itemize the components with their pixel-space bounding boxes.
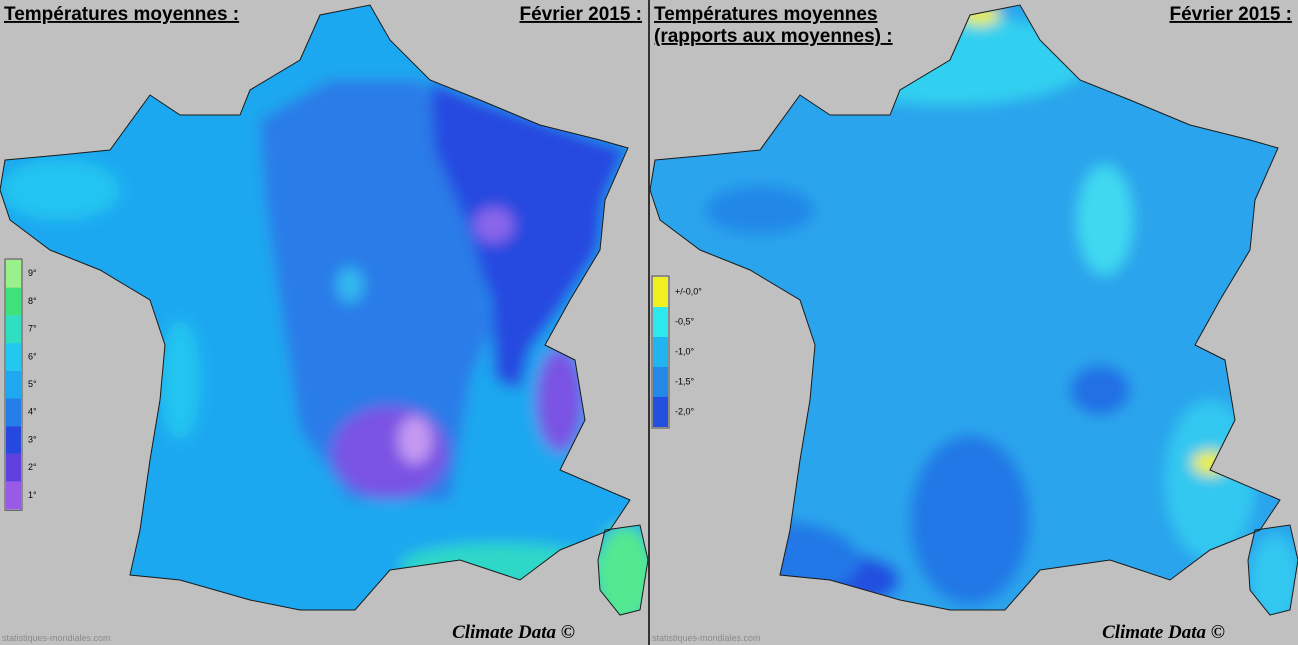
temperature-zone: [1077, 165, 1133, 275]
legend-frame: [4, 258, 23, 511]
legend-swatch: [6, 343, 21, 371]
legend-label: 9°: [28, 268, 37, 278]
legend-swatch: [6, 398, 21, 427]
temperature-zone: [1070, 365, 1130, 415]
temperature-zone: [398, 416, 432, 464]
temperature-zone: [705, 185, 815, 235]
legend-label: 4°: [28, 407, 37, 417]
temperature-zone: [160, 320, 200, 440]
legend-swatch: [6, 287, 21, 316]
legend-swatch: [6, 260, 21, 288]
legend-swatch: [6, 453, 21, 482]
legend-swatch: [6, 426, 21, 454]
legend-swatch: [6, 315, 21, 344]
legend-label: +/-0,0°: [675, 286, 702, 296]
legend-swatch: [653, 397, 668, 427]
map-date: Février 2015 :: [519, 4, 642, 25]
map-title: (rapports aux moyennes) :: [654, 26, 893, 47]
legend-frame: [651, 275, 670, 429]
legend-label: -0,5°: [675, 316, 695, 326]
legend-label: 2°: [28, 462, 37, 472]
temperature-zone: [474, 207, 514, 243]
legend-label: 6°: [28, 351, 37, 361]
temperature-zone: [595, 525, 648, 615]
credit: Climate Data ©: [1102, 622, 1225, 643]
legend-label: -1,5°: [675, 376, 695, 386]
legend-label: 7°: [28, 324, 37, 334]
legend-label: 3°: [28, 434, 37, 444]
temperature-zone: [430, 80, 628, 390]
legend-label: 1°: [28, 490, 37, 500]
temperature-zone: [260, 80, 490, 500]
map-outline: [649, 4, 1298, 616]
map-date: Février 2015 :: [1169, 4, 1292, 25]
legend-swatch: [653, 367, 668, 397]
source: statistiques-mondiales.com: [652, 633, 761, 643]
credit: Climate Data ©: [452, 622, 575, 643]
legend-swatch: [653, 337, 668, 367]
temperature-zone: [536, 348, 584, 452]
map-outline: [0, 4, 649, 616]
legend-label: 8°: [28, 296, 37, 306]
source: statistiques-mondiales.com: [2, 633, 111, 643]
legend-swatch: [6, 481, 21, 510]
temperature-zone: [336, 267, 364, 303]
temperature-zone: [910, 435, 1030, 605]
temperature-zone: [0, 160, 120, 220]
legend-swatch: [653, 307, 668, 337]
map-title: Températures moyennes: [654, 4, 878, 25]
temperature-zone: [1250, 535, 1298, 615]
temperature-zone: [332, 406, 448, 498]
legend-swatch: [6, 370, 21, 399]
legend-label: -1,0°: [675, 346, 695, 356]
legend-label: 5°: [28, 379, 37, 389]
legend-label: -2,0°: [675, 406, 695, 416]
legend-swatch: [653, 277, 668, 307]
map-title: Températures moyennes :: [4, 4, 239, 25]
